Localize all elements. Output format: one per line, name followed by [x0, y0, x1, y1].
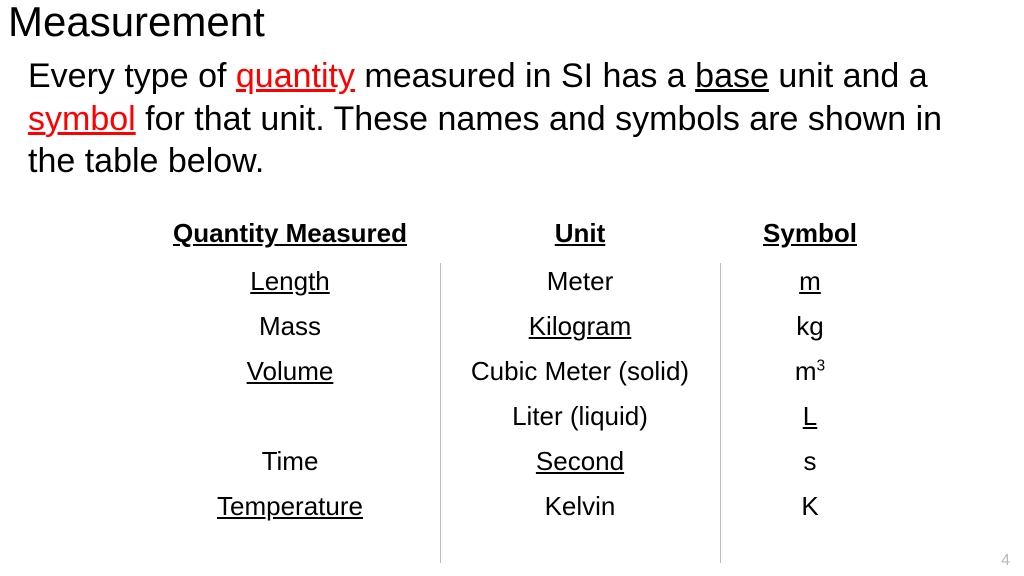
cell-symbol: m [720, 259, 900, 304]
page-number: 4 [1001, 552, 1010, 570]
cell-quantity: Temperature [140, 484, 440, 529]
table-row: Liter (liquid)L [140, 394, 900, 439]
cell-unit: Second [440, 439, 720, 484]
cell-symbol: s [720, 439, 900, 484]
column-divider [440, 263, 441, 563]
table-row: TimeSeconds [140, 439, 900, 484]
para-text: unit and a [769, 57, 928, 95]
para-text: Every type of [28, 57, 236, 95]
intro-paragraph: Every type of quantity measured in SI ha… [28, 55, 988, 183]
cell-symbol: L [720, 394, 900, 439]
para-text: measured in SI has a [355, 57, 695, 95]
cell-unit: Liter (liquid) [440, 394, 720, 439]
si-units-table: Quantity Measured Unit Symbol LengthMete… [140, 218, 900, 529]
keyword-symbol: symbol [28, 100, 136, 138]
para-text: for that unit. These names and symbols a… [28, 100, 942, 181]
cell-unit: Kelvin [440, 484, 720, 529]
cell-symbol: K [720, 484, 900, 529]
cell-unit: Meter [440, 259, 720, 304]
header-symbol: Symbol [720, 218, 900, 259]
header-quantity: Quantity Measured [140, 218, 440, 259]
table-header-row: Quantity Measured Unit Symbol [140, 218, 900, 259]
table-row: TemperatureKelvinK [140, 484, 900, 529]
table-row: LengthMeterm [140, 259, 900, 304]
cell-quantity: Length [140, 259, 440, 304]
table-row: VolumeCubic Meter (solid)m3 [140, 349, 900, 394]
cell-quantity [140, 410, 440, 424]
cell-symbol: kg [720, 304, 900, 349]
column-divider [720, 263, 721, 563]
cell-quantity: Mass [140, 304, 440, 349]
page-title: Measurement [8, 0, 265, 46]
table-row: MassKilogramkg [140, 304, 900, 349]
cell-unit: Cubic Meter (solid) [440, 349, 720, 394]
keyword-quantity: quantity [236, 57, 355, 95]
cell-quantity: Time [140, 439, 440, 484]
cell-symbol: m3 [720, 349, 900, 394]
header-unit: Unit [440, 218, 720, 259]
cell-quantity: Volume [140, 349, 440, 394]
cell-unit: Kilogram [440, 304, 720, 349]
keyword-base: base [695, 57, 769, 95]
